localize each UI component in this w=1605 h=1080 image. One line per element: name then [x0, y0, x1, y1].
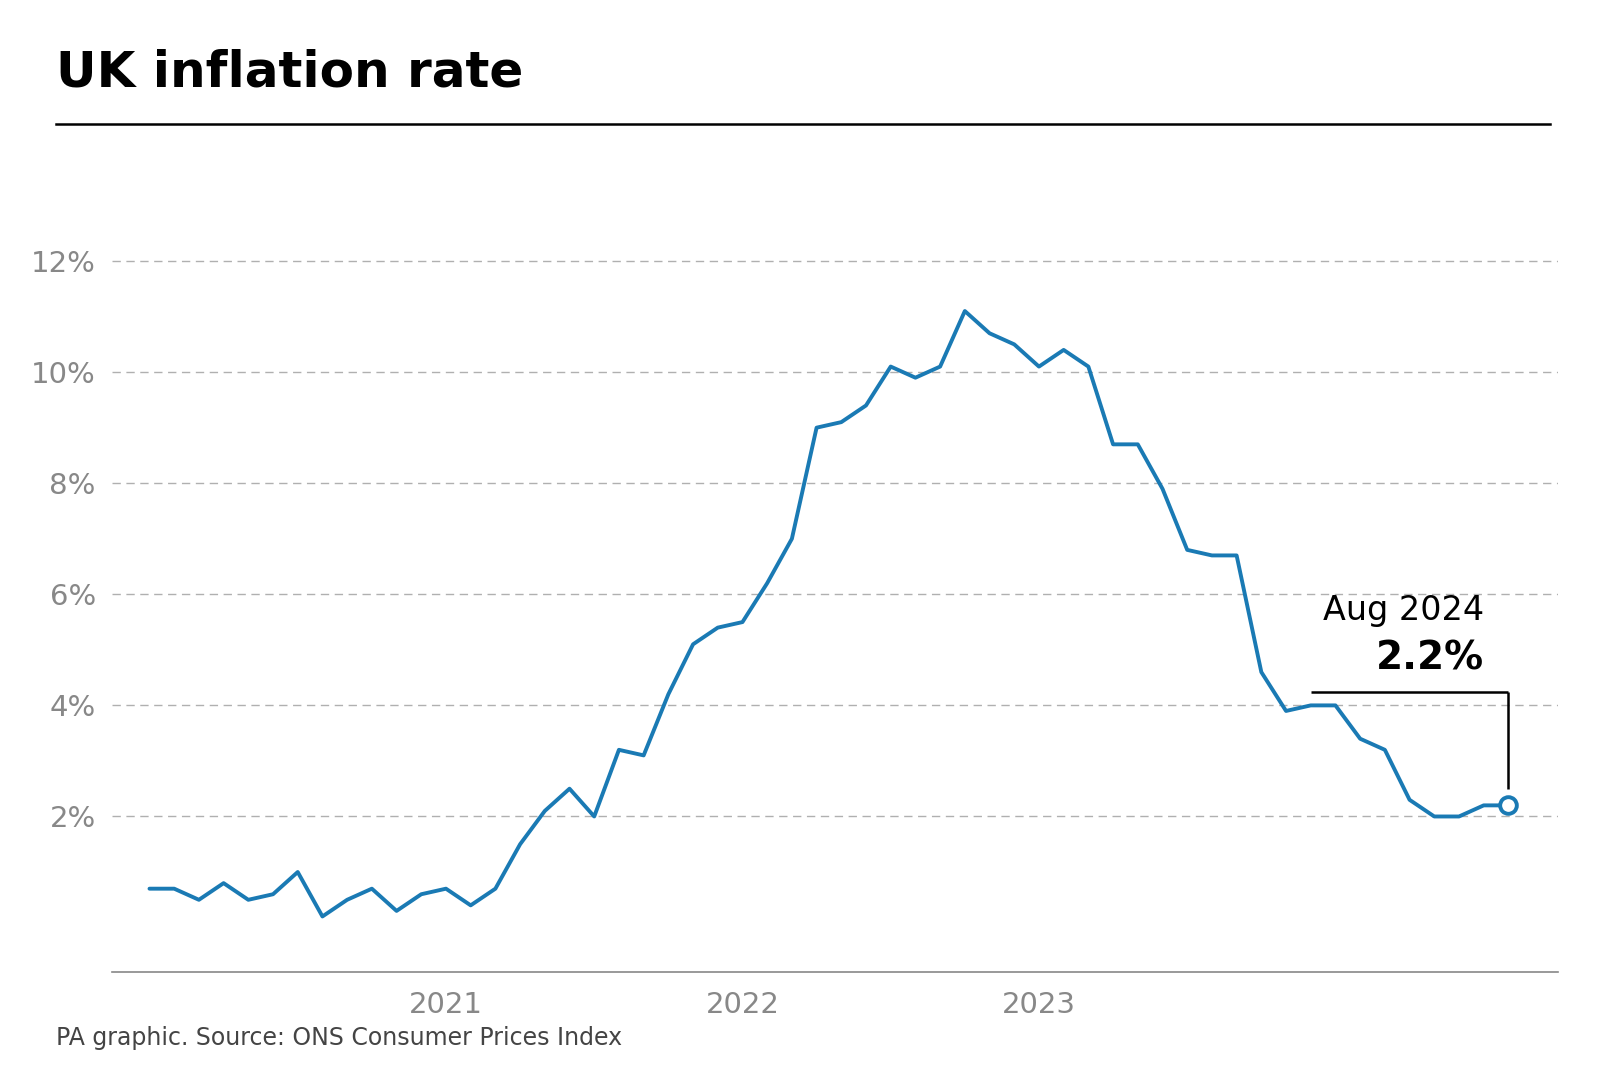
Text: 2.2%: 2.2% [1375, 639, 1483, 677]
Text: PA graphic. Source: ONS Consumer Prices Index: PA graphic. Source: ONS Consumer Prices … [56, 1026, 623, 1050]
Text: Aug 2024: Aug 2024 [1323, 594, 1483, 627]
Text: UK inflation rate: UK inflation rate [56, 49, 523, 96]
